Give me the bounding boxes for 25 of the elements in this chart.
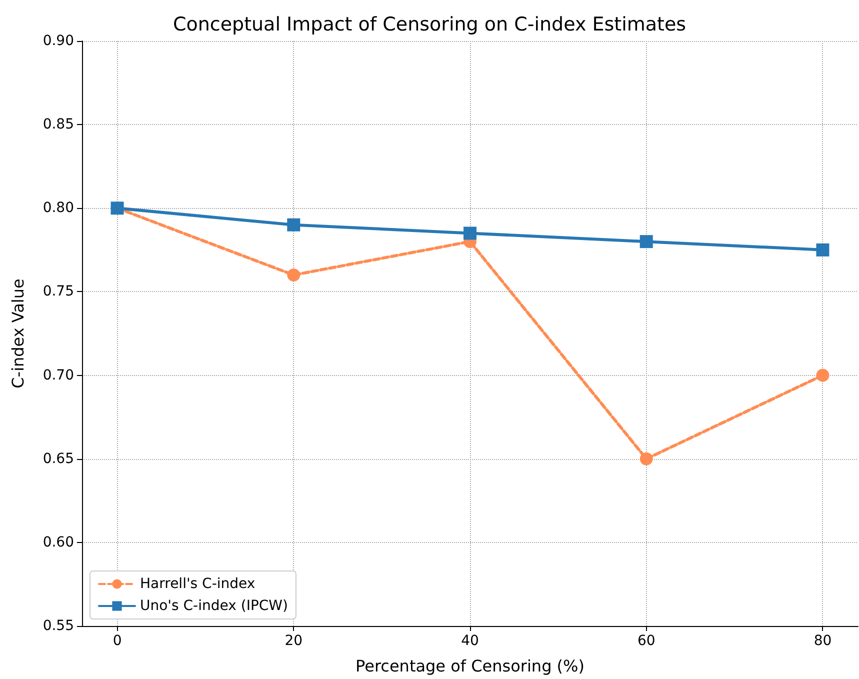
x-tick-label: 0 [112,633,122,649]
y-tick-label: 0.80 [42,200,74,216]
legend-label: Uno's C-index (IPCW) [140,598,288,614]
y-tick-label: 0.85 [42,116,74,133]
y-tick-label: 0.90 [42,33,74,49]
point [640,235,653,248]
y-tick-label: 0.65 [42,450,74,467]
legend-label: Harrell's C-index [140,576,256,592]
x-tick-label: 60 [637,633,656,649]
chart-title: Conceptual Impact of Censoring on C-index Estimates [172,14,686,36]
y-axis-title: C-index Value [8,278,28,388]
y-tick-label: 0.60 [42,534,74,550]
x-tick-label: 80 [814,633,832,649]
x-axis-title: Percentage of Censoring (%) [356,656,584,676]
point [816,368,830,382]
y-tick-label: 0.75 [42,284,74,300]
y-tick-label: 0.70 [42,367,74,384]
point [464,226,476,240]
point [287,218,300,232]
point [640,452,653,466]
x-tick-label: 40 [461,633,479,649]
point [816,243,830,256]
x-tick-label: 20 [284,633,303,649]
point [287,268,300,282]
y-tick-label: 0.55 [42,618,74,634]
